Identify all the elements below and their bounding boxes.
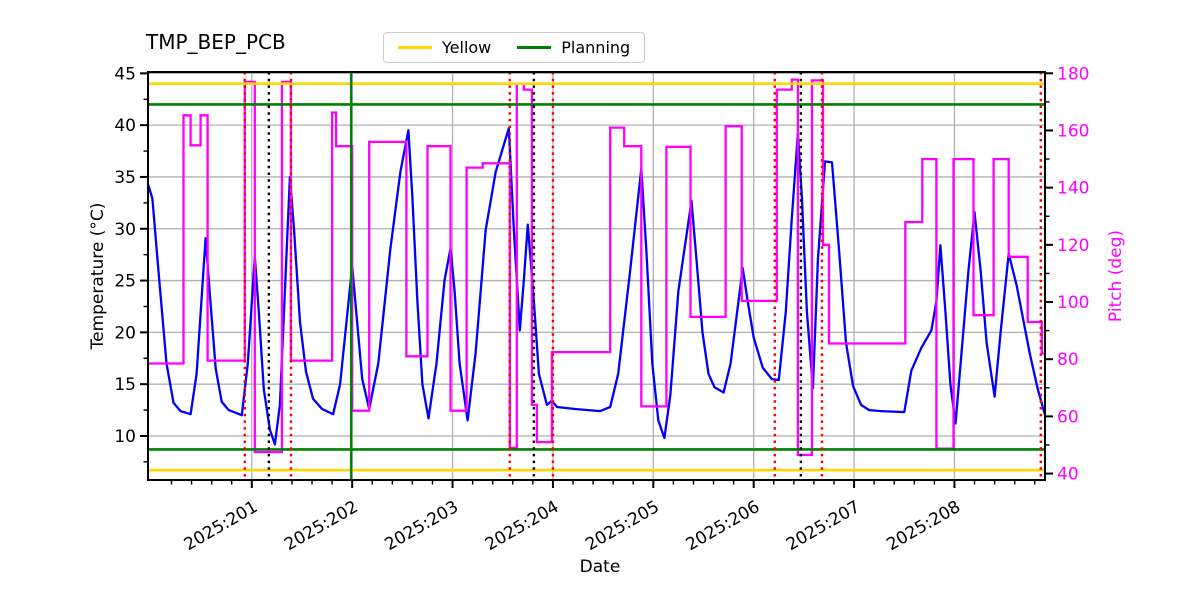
x-tick-label: 2025:206 (683, 497, 764, 555)
ticks (140, 72, 1053, 488)
yellow-line-swatch (398, 46, 432, 49)
left-tick-label: 30 (114, 220, 136, 240)
right-axis-label: Pitch (deg) (1106, 229, 1126, 323)
right-tick-label: 80 (1057, 350, 1079, 370)
x-tick-label: 2025:207 (783, 497, 864, 555)
planning-line-swatch (517, 46, 552, 49)
temperature-line (147, 127, 1046, 446)
right-tick-label: 40 (1057, 465, 1079, 485)
left-axis-label: Temperature (°C) (88, 202, 108, 350)
legend-item-yellow: Yellow (398, 38, 491, 57)
x-tick-label: 2025:204 (482, 497, 563, 555)
left-tick-label: 45 (114, 64, 136, 84)
legend-item-planning: Planning (517, 38, 630, 57)
x-tick-label: 2025:203 (382, 497, 463, 555)
right-tick-label: 160 (1057, 121, 1089, 141)
left-tick-label: 10 (114, 427, 136, 447)
left-tick-label: 25 (114, 272, 136, 292)
x-tick-label: 2025:205 (582, 497, 663, 555)
x-tick-label: 2025:201 (181, 497, 262, 555)
plot-border (147, 71, 1046, 481)
right-tick-label: 100 (1057, 293, 1089, 313)
left-tick-label: 15 (114, 375, 136, 395)
x-tick-label: 2025:202 (281, 497, 362, 555)
legend-label-yellow: Yellow (442, 38, 492, 57)
x-axis-label: Date (579, 557, 621, 577)
right-tick-label: 60 (1057, 407, 1079, 427)
x-tick-label: 2025:208 (883, 497, 964, 555)
legend: Yellow Planning (383, 32, 646, 63)
left-tick-label: 40 (114, 116, 136, 136)
pitch-line (148, 78, 1045, 457)
right-tick-label: 120 (1057, 236, 1089, 256)
right-tick-label: 180 (1057, 64, 1089, 84)
left-tick-label: 20 (114, 323, 136, 343)
right-tick-label: 140 (1057, 179, 1089, 199)
left-tick-label: 35 (114, 168, 136, 188)
chart-title: TMP_BEP_PCB (146, 30, 286, 54)
legend-label-planning: Planning (561, 38, 631, 57)
